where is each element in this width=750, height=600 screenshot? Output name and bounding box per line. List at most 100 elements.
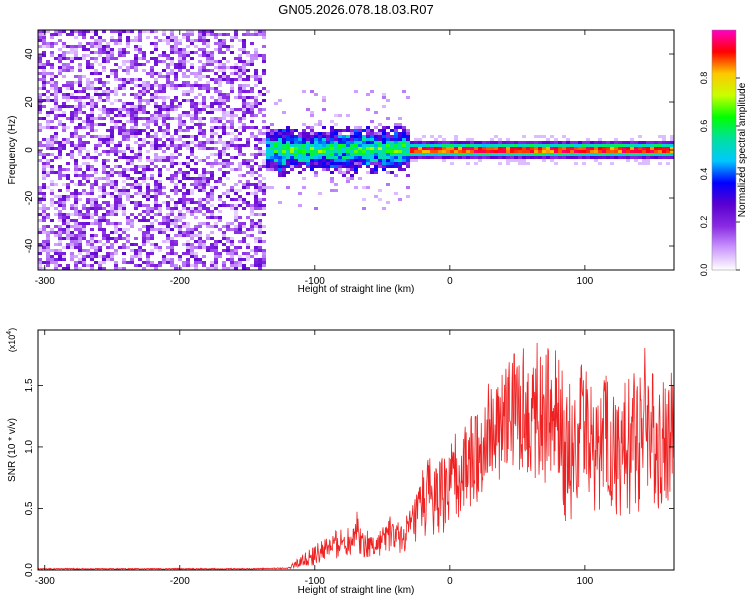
- spectrogram-cell: [114, 180, 118, 183]
- spectrogram-cell: [174, 75, 178, 78]
- spectrogram-cell: [226, 132, 230, 135]
- spectrogram-cell: [246, 138, 250, 141]
- spectrogram-cell: [126, 183, 130, 186]
- spectrogram-cell: [166, 117, 170, 120]
- spectrogram-cell: [54, 243, 58, 246]
- spectrogram-cell: [38, 129, 42, 132]
- spectrogram-cell: [478, 150, 482, 153]
- spectrogram-cell: [214, 147, 218, 150]
- spectrogram-cell: [174, 207, 178, 210]
- spectrogram-cell: [370, 144, 374, 147]
- spectrogram-cell: [62, 228, 66, 231]
- spectrogram-cell: [226, 192, 230, 195]
- spectrogram-cell: [214, 120, 218, 123]
- spectrogram-cell: [58, 123, 62, 126]
- spectrogram-cell: [286, 141, 290, 144]
- spectrogram-cell: [134, 48, 138, 51]
- spectrogram-cell: [210, 198, 214, 201]
- spectrogram-cell: [230, 168, 234, 171]
- spectrogram-cell: [394, 138, 398, 141]
- spectrogram-cell: [418, 150, 422, 153]
- spectrogram-cell: [354, 150, 358, 153]
- spectrogram-cell: [206, 33, 210, 36]
- spectrogram-cell: [254, 246, 258, 249]
- spectrogram-cell: [658, 153, 662, 156]
- spectrogram-cell: [150, 177, 154, 180]
- spectrogram-cell: [210, 216, 214, 219]
- spectrogram-cell: [178, 42, 182, 45]
- spectrogram-cell: [114, 78, 118, 81]
- spectrogram-cell: [158, 168, 162, 171]
- spectrogram-cell: [94, 30, 98, 33]
- spectrogram-cell: [114, 90, 118, 93]
- spectrogram-cell: [138, 201, 142, 204]
- spectrogram-cell: [98, 195, 102, 198]
- spectrogram-cell: [106, 108, 110, 111]
- spectrogram-cell: [314, 165, 318, 168]
- spectrogram-cell: [478, 144, 482, 147]
- spectrogram-cell: [134, 57, 138, 60]
- spectrogram-cell: [274, 135, 278, 138]
- spectrogram-cell: [402, 129, 406, 132]
- spectrogram-cell: [506, 156, 510, 159]
- spectrogram-cell: [210, 249, 214, 252]
- spectrogram-cell: [110, 252, 114, 255]
- spectrogram-cell: [74, 210, 78, 213]
- spectrogram-cell: [146, 213, 150, 216]
- spectrogram-cell: [602, 150, 606, 153]
- spectrogram-cell: [118, 108, 122, 111]
- spectrogram-cell: [214, 153, 218, 156]
- spectrogram-cell: [114, 228, 118, 231]
- spectrogram-cell: [262, 183, 266, 186]
- spectrogram-cell: [190, 255, 194, 258]
- spectrogram-cell: [246, 69, 250, 72]
- spectrogram-cell: [158, 171, 162, 174]
- spectrogram-cell: [126, 240, 130, 243]
- spectrogram-cell: [166, 225, 170, 228]
- spectrogram-cell: [146, 30, 150, 33]
- spectrogram-cell: [90, 213, 94, 216]
- spectrogram-cell: [194, 84, 198, 87]
- spectrogram-cell: [634, 159, 638, 162]
- spectrogram-cell: [482, 141, 486, 144]
- spectrogram-cell: [362, 159, 366, 162]
- spectrogram-cell: [202, 174, 206, 177]
- spectrogram-cell: [66, 66, 70, 69]
- spectrogram-cell: [226, 99, 230, 102]
- spectrogram-cell: [258, 111, 262, 114]
- spectrogram-cell: [146, 156, 150, 159]
- spectrogram-cell: [70, 120, 74, 123]
- spectrogram-cell: [578, 156, 582, 159]
- spectrogram-cell: [246, 60, 250, 63]
- spectrogram-cell: [102, 192, 106, 195]
- spectrogram-cell: [102, 255, 106, 258]
- spectrogram-cell: [190, 234, 194, 237]
- spectrogram-cell: [142, 237, 146, 240]
- spectrogram-cell: [154, 111, 158, 114]
- spectrogram-cell: [550, 144, 554, 147]
- spectrogram-cell: [350, 159, 354, 162]
- spectrogram-cell: [262, 141, 266, 144]
- spectrogram-cell: [214, 180, 218, 183]
- spectrogram-cell: [394, 165, 398, 168]
- spectrogram-cell: [266, 186, 270, 189]
- spectrogram-cell: [386, 117, 390, 120]
- spectrogram-cell: [554, 147, 558, 150]
- spectrogram-cell: [478, 153, 482, 156]
- spectrogram-cell: [58, 39, 62, 42]
- spectrogram-cell: [42, 183, 46, 186]
- spectrogram-cell: [534, 150, 538, 153]
- spectrogram-cell: [178, 102, 182, 105]
- spectrogram-cell: [334, 156, 338, 159]
- spectrogram-cell: [110, 72, 114, 75]
- spectrogram-cell: [358, 177, 362, 180]
- spectrogram-cell: [138, 93, 142, 96]
- spectrogram-cell: [42, 261, 46, 264]
- spectrogram-cell: [318, 192, 322, 195]
- spectrogram-cell: [206, 216, 210, 219]
- spectrogram-cell: [154, 267, 158, 270]
- spectrogram-cell: [182, 120, 186, 123]
- y-tick-label: 1.5: [24, 378, 35, 392]
- spectrogram-cell: [470, 138, 474, 141]
- spectrogram-cell: [258, 228, 262, 231]
